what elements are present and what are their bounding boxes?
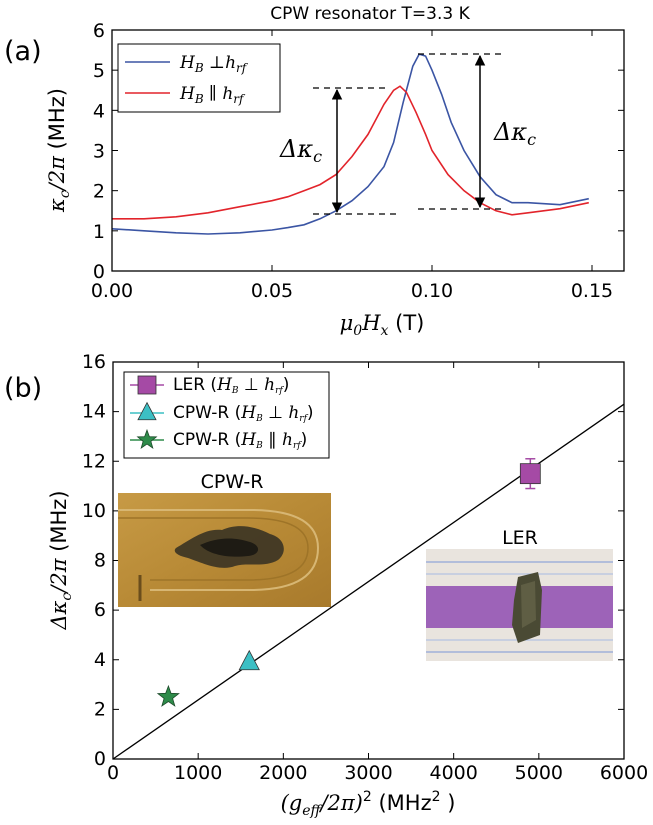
panel-label-a: (a)	[4, 36, 42, 67]
panel-a-ticks: 0.00 0.05 0.10 0.15 0 1 2 3 4 5 6	[91, 20, 624, 302]
panel-a-annotations: Δκc Δκc	[279, 53, 536, 215]
data-point-0-0	[519, 463, 541, 485]
b-xtick-label-4: 4000	[429, 762, 477, 784]
a-ytick-label-6: 6	[93, 20, 105, 42]
panel-b-points	[156, 458, 541, 707]
b-xtick-label-3: 3000	[344, 762, 392, 784]
data-point-1-0	[238, 649, 260, 671]
a-xtick-label-3: 0.15	[571, 280, 613, 302]
panel-b-axes-frame	[112, 361, 625, 760]
b-ytick-label-7: 14	[82, 401, 106, 423]
panel-b-legend: LER (HB ⊥ hrf) CPW-R (HB ⊥ hrf) CPW-R (H…	[123, 371, 330, 459]
data-point-2-0	[156, 684, 180, 707]
panel-a-ylabel: κc/2π (MHz)	[45, 88, 73, 213]
panel-b-xlabel: (geff/2π)2 (MHz2 )	[281, 789, 456, 819]
panel-a-chart: 0.00 0.05 0.10 0.15 0 1 2 3 4 5 6 Δκc Δκc HB ⊥hrf …	[45, 20, 625, 339]
b-ytick-label-6: 12	[82, 450, 106, 472]
a-ytick-label-0: 0	[93, 261, 105, 283]
a-ytick-label-2: 2	[93, 181, 105, 203]
b-ytick-label-2: 4	[94, 649, 106, 671]
legend-b-cpw-perp: CPW-R (HB ⊥ hrf)	[173, 403, 314, 424]
a-xtick-label-1: 0.05	[251, 280, 293, 302]
panel-a-series	[111, 53, 589, 235]
legend-b-swatch-2	[130, 428, 164, 449]
panel-a-xlabel: μ0Hx (T)	[340, 311, 425, 339]
panel-b-ylabel: Δκc/2π (MHz)	[47, 490, 75, 630]
b-xtick-label-2: 2000	[259, 762, 307, 784]
inset-photo-cpw-r: CPW-R	[118, 471, 331, 607]
a-ytick-label-1: 1	[93, 221, 105, 243]
inset-label-cpw-r: CPW-R	[201, 471, 264, 493]
b-ytick-label-3: 6	[94, 599, 106, 621]
b-xtick-label-1: 1000	[174, 762, 222, 784]
a-ytick-label-4: 4	[93, 100, 105, 122]
legend-b-marker-1	[137, 401, 157, 421]
b-xtick-label-0: 0	[107, 762, 119, 784]
legend-b-cpw-par: CPW-R (HB ∥ hrf)	[173, 430, 307, 451]
b-xtick-label-6: 6000	[600, 762, 648, 784]
inset-photo-ler: LER	[426, 527, 613, 661]
figure-title: CPW resonator T=3.3 K	[270, 4, 470, 24]
inset-label-ler: LER	[502, 527, 538, 549]
panel-a-axes-frame	[111, 29, 625, 272]
a-xtick-label-0: 0.00	[91, 280, 133, 302]
a-ytick-label-5: 5	[93, 60, 105, 82]
panel-b-chart: 0 1000 2000 3000 4000 5000 6000 0 2 4 6 8 10 12 14 16 C…	[47, 351, 648, 819]
delta-label-left: Δκc	[279, 135, 322, 166]
legend-b-swatch-0	[130, 375, 164, 395]
panel-label-b: (b)	[4, 373, 42, 404]
panel-b-ticks: 0 1000 2000 3000 4000 5000 6000 0 2 4 6 8 10 12 14 16	[82, 351, 648, 784]
legend-b-marker-0	[137, 375, 157, 395]
delta-label-right: Δκc	[493, 118, 536, 149]
panel-a-legend: HB ⊥hrf HB ∥ hrf	[117, 43, 281, 113]
legend-b-marker-2	[136, 428, 158, 449]
b-ytick-label-8: 16	[82, 351, 106, 373]
b-ytick-label-4: 8	[94, 550, 106, 572]
b-xtick-label-5: 5000	[515, 762, 563, 784]
legend-b-swatch-1	[130, 401, 164, 421]
legend-b-ler: LER (HB ⊥ hrf)	[173, 375, 289, 396]
a-xtick-label-2: 0.10	[411, 280, 453, 302]
a-ytick-label-3: 3	[93, 141, 105, 163]
series-line-1	[112, 85, 589, 220]
b-ytick-label-1: 2	[94, 698, 106, 720]
series-line-0	[111, 53, 589, 235]
b-ytick-label-5: 10	[82, 500, 106, 522]
b-ytick-label-0: 0	[94, 748, 106, 770]
